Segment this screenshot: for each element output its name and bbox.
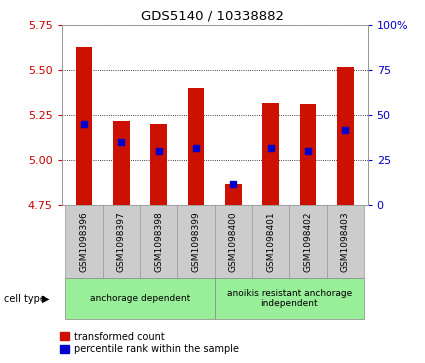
Text: GSM1098401: GSM1098401 — [266, 211, 275, 272]
Bar — [262, 103, 279, 205]
Text: anchorage dependent: anchorage dependent — [90, 294, 190, 303]
Bar — [215, 278, 364, 319]
Bar — [326, 205, 364, 278]
Bar — [215, 205, 252, 278]
Bar — [300, 105, 316, 205]
Text: anoikis resistant anchorage
independent: anoikis resistant anchorage independent — [227, 289, 352, 308]
Text: GSM1098396: GSM1098396 — [79, 211, 88, 272]
Bar — [76, 47, 92, 205]
Text: GSM1098403: GSM1098403 — [341, 211, 350, 272]
Text: cell type: cell type — [4, 294, 46, 303]
Text: ▶: ▶ — [42, 294, 49, 303]
Bar — [187, 88, 204, 205]
Bar — [337, 67, 354, 205]
Text: GSM1098399: GSM1098399 — [192, 211, 201, 272]
Text: GSM1098400: GSM1098400 — [229, 211, 238, 272]
Bar — [103, 205, 140, 278]
Bar — [113, 121, 130, 205]
Bar — [289, 205, 326, 278]
Text: GSM1098402: GSM1098402 — [303, 211, 312, 272]
Bar — [252, 205, 289, 278]
Bar — [225, 184, 242, 205]
Text: GSM1098397: GSM1098397 — [117, 211, 126, 272]
Bar — [150, 124, 167, 205]
Text: GDS5140 / 10338882: GDS5140 / 10338882 — [141, 9, 284, 22]
Text: GSM1098398: GSM1098398 — [154, 211, 163, 272]
Bar — [177, 205, 215, 278]
Bar — [65, 205, 103, 278]
Legend: transformed count, percentile rank within the sample: transformed count, percentile rank withi… — [60, 331, 239, 355]
Bar — [65, 278, 215, 319]
Bar — [140, 205, 177, 278]
